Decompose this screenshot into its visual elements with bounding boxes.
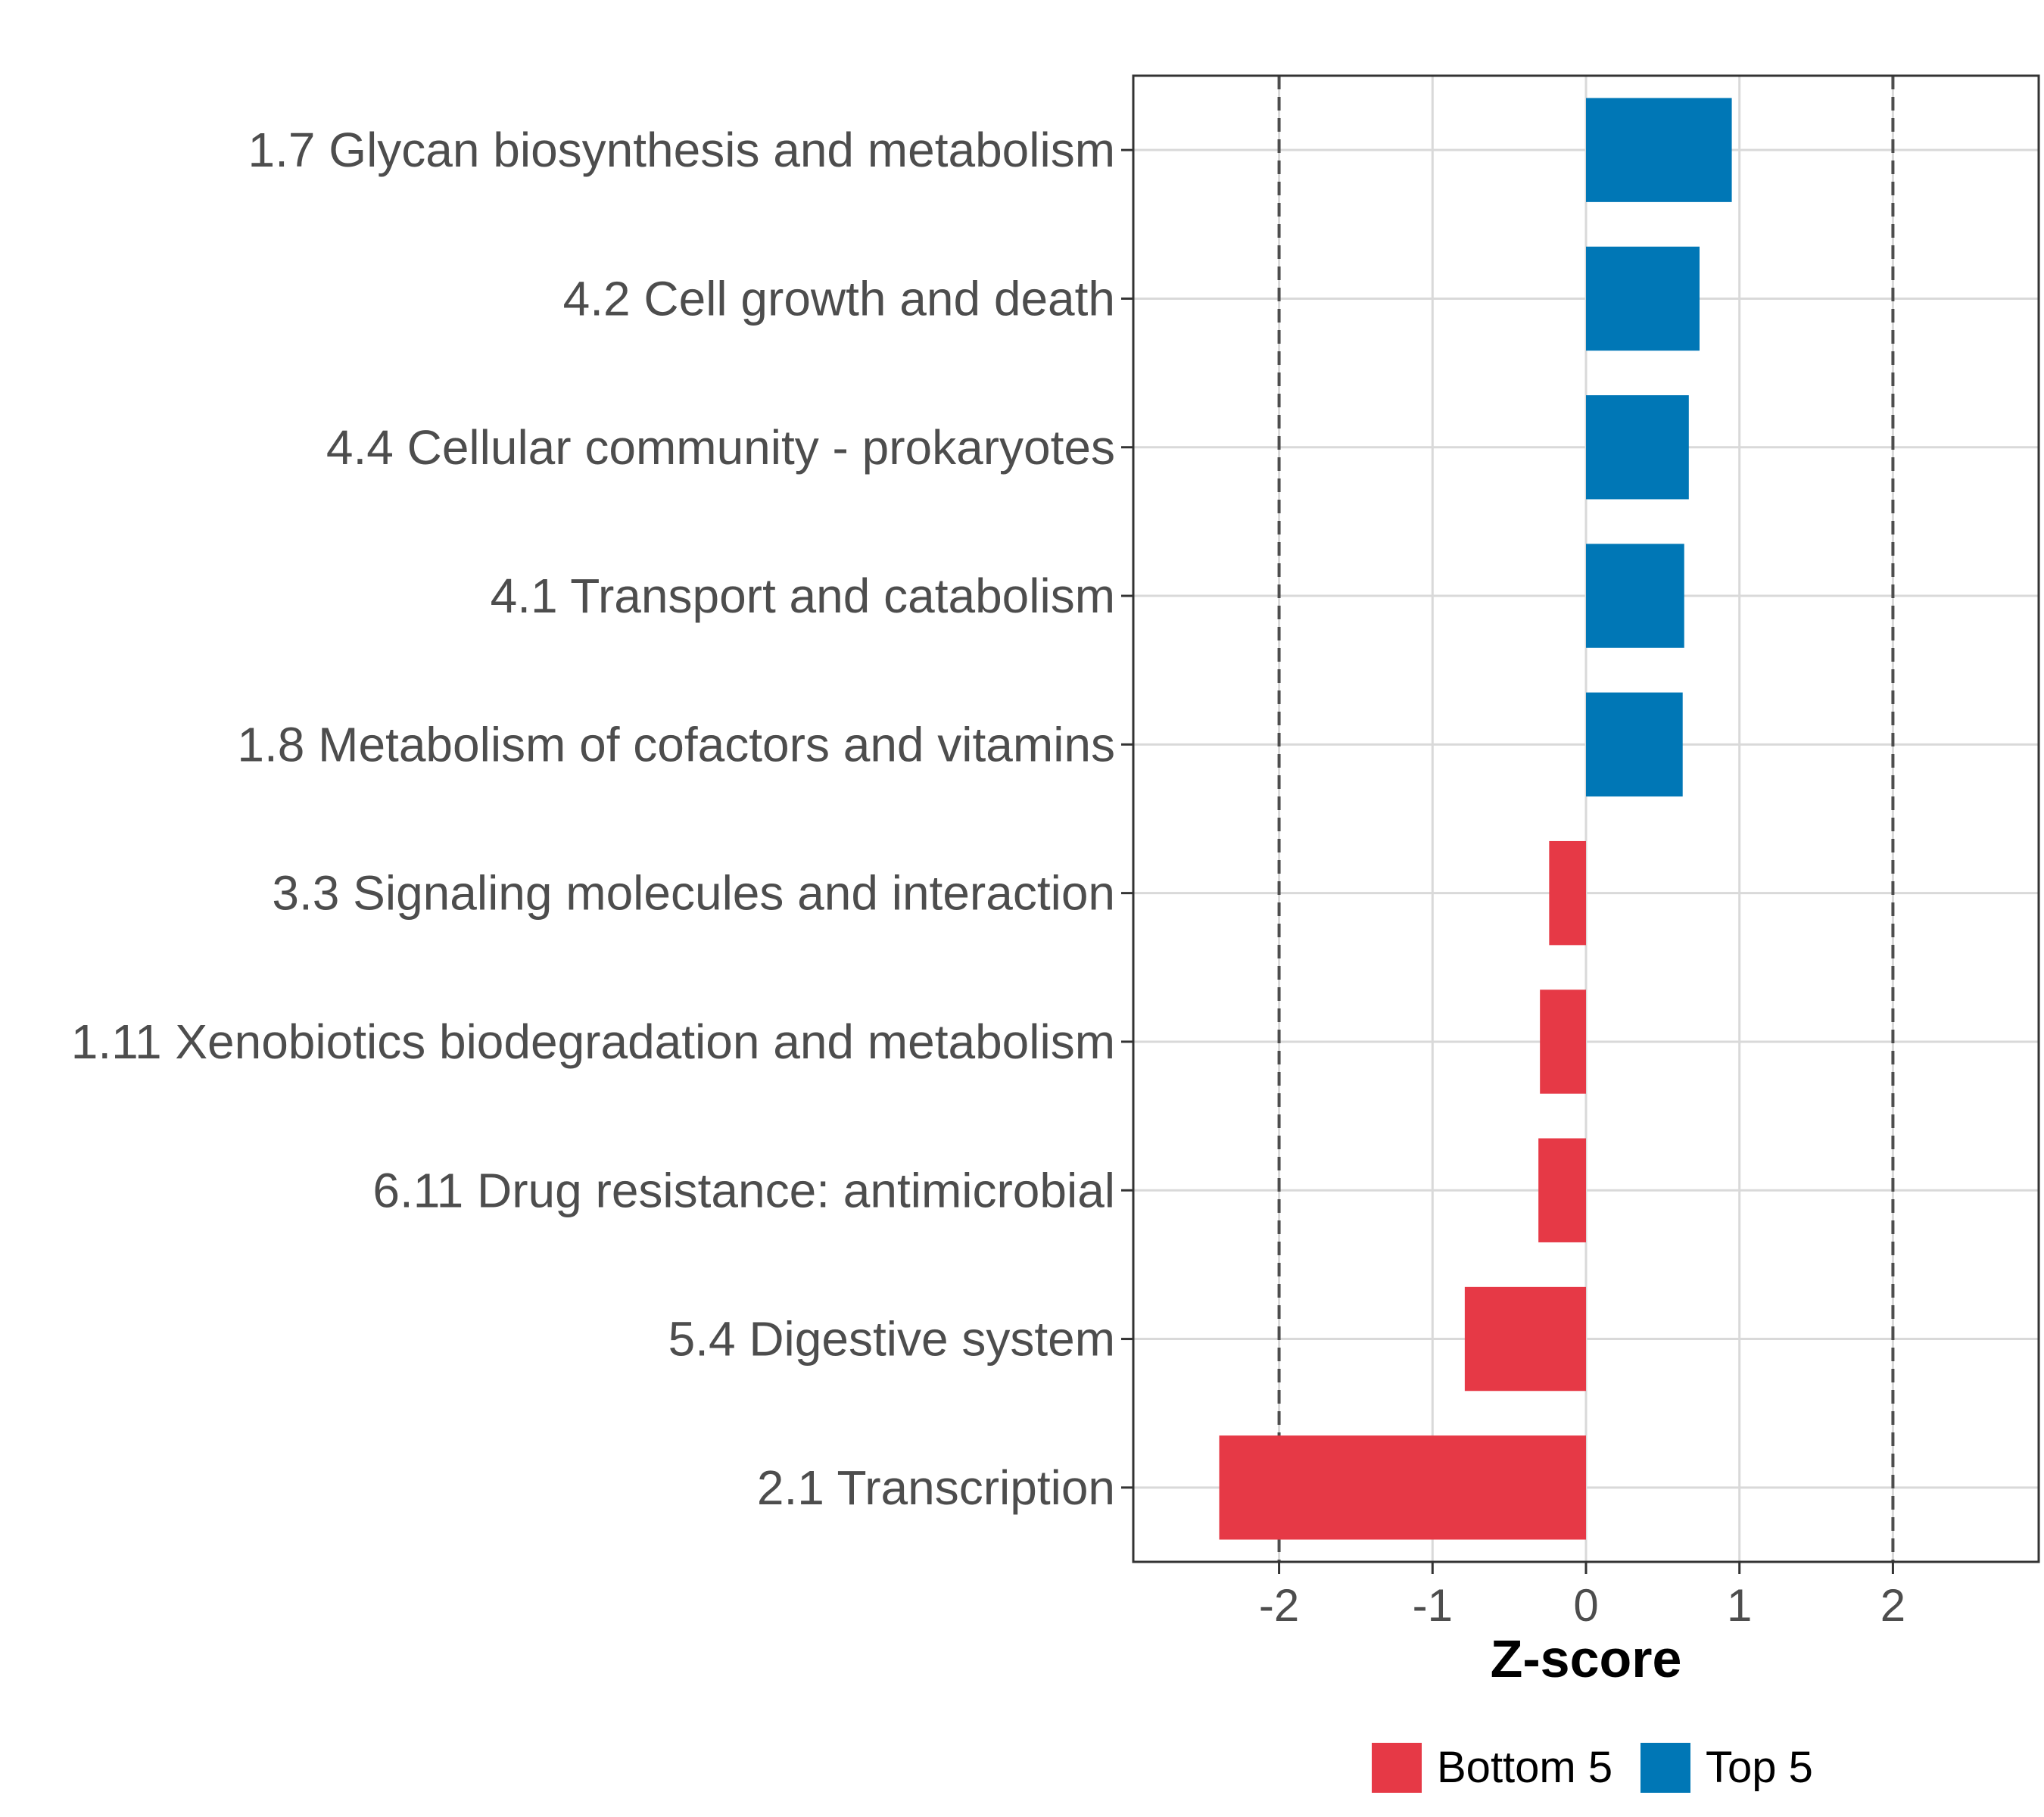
legend-label: Top 5 [1706, 1743, 1813, 1792]
bar [1586, 246, 1700, 351]
bar [1586, 544, 1684, 648]
x-axis-tick-label: 1 [1727, 1580, 1752, 1631]
y-axis-label: 6.11 Drug resistance: antimicrobial [372, 1163, 1115, 1217]
x-axis-title: Z-score [1491, 1629, 1682, 1688]
x-axis-tick-label: -2 [1259, 1580, 1299, 1631]
legend: Bottom 5 Top 5 [1372, 1743, 1813, 1793]
reference-lines [1277, 76, 1895, 1562]
x-axis-tick-label: 0 [1573, 1580, 1598, 1631]
legend-key [1640, 1743, 1690, 1793]
x-axis-tick-label: -1 [1413, 1580, 1453, 1631]
bar [1538, 1138, 1586, 1242]
y-axis-label: 4.4 Cellular community - prokaryotes [326, 420, 1115, 475]
y-axis-label: 1.11 Xenobiotics biodegradation and meta… [71, 1014, 1115, 1069]
x-axis-tick-label: 2 [1880, 1580, 1905, 1631]
bar [1586, 692, 1683, 797]
bar [1464, 1286, 1586, 1392]
bars [1219, 98, 1732, 1540]
legend-key [1372, 1743, 1422, 1793]
y-axis-label: 5.4 Digestive system [668, 1312, 1115, 1367]
y-axis-labels: 1.7 Glycan biosynthesis and metabolism 4.… [71, 123, 1133, 1515]
y-axis-label: 4.2 Cell growth and death [563, 271, 1115, 326]
x-axis-ticks: -2 -1 0 1 2 [1259, 1562, 1905, 1631]
y-axis-label: 1.8 Metabolism of cofactors and vitamins [237, 717, 1115, 771]
y-axis-label: 2.1 Transcription [757, 1460, 1115, 1515]
bar [1540, 990, 1586, 1094]
legend-label: Bottom 5 [1437, 1743, 1612, 1792]
y-axis-label: 3.3 Signaling molecules and interaction [272, 866, 1115, 921]
bar [1549, 840, 1586, 946]
bar [1219, 1435, 1586, 1540]
bar [1586, 98, 1732, 202]
bar [1586, 395, 1689, 500]
y-axis-label: 1.7 Glycan biosynthesis and metabolism [248, 123, 1115, 177]
y-axis-label: 4.1 Transport and catabolism [491, 569, 1115, 623]
